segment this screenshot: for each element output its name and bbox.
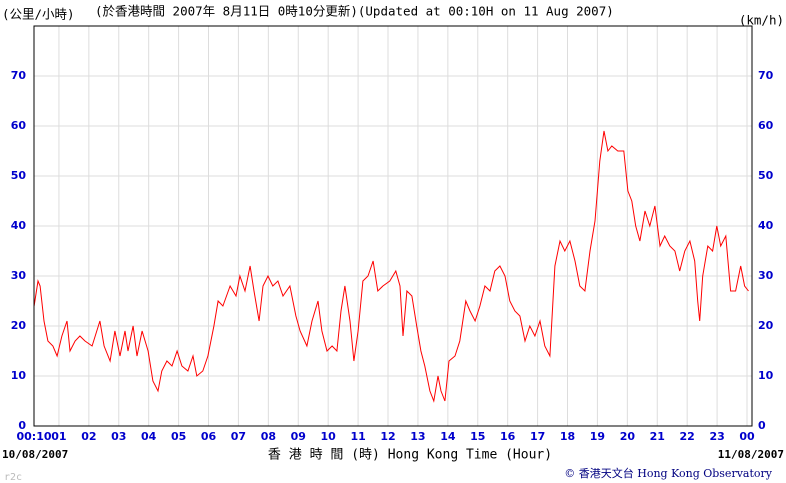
y-tick-label-right: 0 — [758, 419, 766, 432]
credit: © 香港天文台 Hong Kong Observatory — [564, 466, 773, 480]
x-tick-label: 20 — [620, 430, 636, 443]
x-tick-label: 01 — [51, 430, 66, 443]
start-date: 10/08/2007 — [2, 448, 68, 461]
x-tick-label: 10 — [321, 430, 337, 443]
x-tick-label: 00:10 — [16, 430, 51, 443]
x-tick-label: 18 — [560, 430, 575, 443]
y-tick-label: 40 — [11, 219, 27, 232]
x-tick-label: 19 — [590, 430, 605, 443]
y-tick-label-right: 50 — [758, 169, 774, 182]
x-tick-label: 15 — [470, 430, 485, 443]
y-tick-label-right: 20 — [758, 319, 774, 332]
y-tick-label-right: 70 — [758, 69, 774, 82]
y-tick-label: 20 — [11, 319, 27, 332]
x-tick-label: 03 — [111, 430, 126, 443]
y-tick-label-right: 60 — [758, 119, 774, 132]
line — [33, 130, 749, 403]
x-tick-label: 23 — [709, 430, 724, 443]
unit-left: (公里/小時) — [2, 7, 75, 22]
x-tick-label: 07 — [231, 430, 246, 443]
x-tick-label: 13 — [410, 430, 425, 443]
y-tick-label: 0 — [18, 419, 26, 432]
y-tick-label: 70 — [11, 69, 27, 82]
end-date: 11/08/2007 — [718, 448, 784, 461]
unit-right: (km/h) — [739, 13, 784, 28]
x-tick-label: 14 — [440, 430, 456, 443]
plot-border — [33, 25, 753, 427]
x-tick-label: 21 — [650, 430, 665, 443]
x-tick-label: 22 — [680, 430, 695, 443]
x-tick-label: 05 — [171, 430, 186, 443]
y-tick-label-right: 30 — [758, 269, 774, 282]
x-tick-label: 16 — [500, 430, 516, 443]
y-tick-label: 10 — [11, 369, 27, 382]
x-tick-label: 17 — [530, 430, 545, 443]
y-tick-label: 30 — [11, 269, 27, 282]
x-tick-label: 02 — [81, 430, 96, 443]
x-tick-label: 12 — [380, 430, 395, 443]
code: r2c — [4, 472, 22, 483]
x-tick-label: 08 — [261, 430, 276, 443]
x-tick-label: 04 — [141, 430, 157, 443]
y-tick-label-right: 10 — [758, 369, 774, 382]
x-axis-title: 香 港 時 間 (時) Hong Kong Time (Hour) — [268, 448, 552, 463]
y-tick-label: 50 — [11, 169, 27, 182]
x-tick-label: 00 — [739, 430, 755, 443]
chart-title: (於香港時間 2007年 8月11日 0時10分更新)(Updated at 0… — [95, 4, 614, 19]
y-tick-label-right: 40 — [758, 219, 774, 232]
x-tick-label: 09 — [291, 430, 306, 443]
x-tick-label: 06 — [201, 430, 217, 443]
y-tick-label: 60 — [11, 119, 27, 132]
x-tick-label: 11 — [350, 430, 365, 443]
